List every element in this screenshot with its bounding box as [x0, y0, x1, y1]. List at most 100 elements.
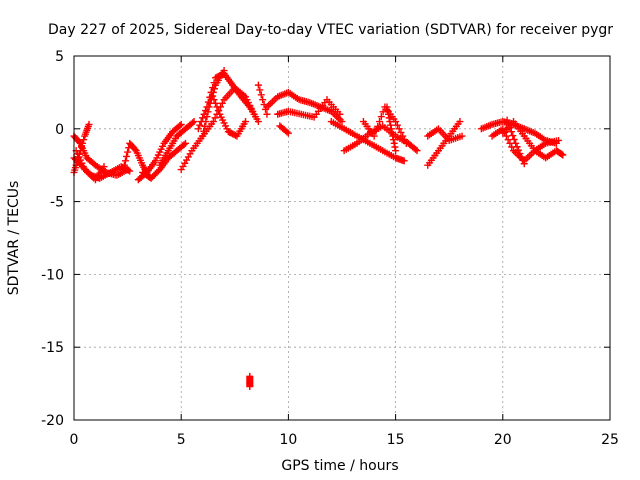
data-point	[214, 107, 222, 115]
data-point	[75, 138, 83, 146]
x-axis-label: GPS time / hours	[281, 458, 398, 474]
data-point	[259, 96, 267, 104]
data-point	[254, 81, 262, 89]
data-point	[199, 114, 207, 122]
data-point	[510, 135, 518, 143]
data-point	[519, 156, 527, 164]
data-point	[74, 150, 82, 158]
data-point	[370, 132, 378, 140]
data-point	[242, 118, 250, 126]
data-point	[126, 167, 134, 175]
data-point	[79, 139, 87, 147]
data-point	[555, 136, 563, 144]
data-point	[284, 129, 292, 137]
data-point	[517, 153, 525, 161]
data-point	[254, 118, 262, 126]
data-point	[503, 116, 511, 124]
data-point	[372, 127, 380, 135]
data-point	[201, 107, 209, 115]
plot-frame	[73, 55, 611, 421]
data-point	[209, 92, 217, 100]
data-point	[123, 152, 131, 160]
data-point	[210, 96, 218, 104]
data-point	[505, 120, 513, 128]
data-point	[338, 118, 346, 126]
x-tick-label: 20	[494, 432, 512, 448]
data-point	[389, 132, 397, 140]
y-tick-label: -5	[50, 195, 64, 211]
data-point	[212, 99, 220, 107]
data-point	[385, 114, 393, 122]
chart-title: Day 227 of 2025, Sidereal Day-to-day VTE…	[48, 22, 613, 38]
data-point	[75, 153, 83, 161]
data-point	[377, 113, 385, 121]
data-point	[402, 139, 410, 147]
data-point	[391, 143, 399, 151]
y-tick-label: 5	[55, 49, 64, 65]
x-tick-label: 10	[279, 432, 297, 448]
data-point	[177, 120, 185, 128]
data-point	[395, 125, 403, 133]
data-point	[194, 125, 202, 133]
x-tick-label: 15	[387, 432, 405, 448]
data-point	[509, 132, 517, 140]
data-point	[209, 118, 217, 126]
data-point	[401, 136, 409, 144]
data-point	[390, 139, 398, 147]
data-point	[78, 143, 86, 151]
data-point	[389, 136, 397, 144]
data-point	[78, 159, 86, 167]
data-point	[80, 136, 88, 144]
data-point	[257, 91, 265, 99]
data-point	[504, 136, 512, 144]
data-point	[197, 118, 205, 126]
data-point	[384, 107, 392, 115]
data-point	[515, 146, 523, 154]
data-point	[400, 157, 408, 165]
data-point	[512, 139, 520, 147]
data-point	[374, 122, 382, 130]
data-point	[121, 157, 129, 165]
data-point	[211, 114, 219, 122]
data-point	[246, 383, 254, 391]
data-point	[124, 166, 132, 174]
x-tick-label: 0	[70, 432, 79, 448]
y-tick-label: 0	[55, 122, 64, 138]
data-point	[204, 98, 212, 106]
data-point	[213, 103, 221, 111]
x-tick-label: 5	[177, 432, 186, 448]
data-point	[124, 148, 132, 156]
data-point	[384, 110, 392, 118]
data-point	[256, 86, 264, 94]
data-point	[85, 120, 93, 128]
y-tick-label: -15	[41, 340, 64, 356]
x-axis-ticks: 0 5 10 15 20 25	[70, 56, 619, 448]
data-point	[392, 147, 400, 155]
data-point	[559, 151, 567, 159]
data-point	[502, 132, 510, 140]
data-point	[399, 132, 407, 140]
grid	[74, 56, 610, 420]
data-point	[412, 145, 420, 153]
data-point	[196, 121, 204, 129]
x-tick-label: 25	[601, 432, 619, 448]
data-point	[100, 163, 108, 171]
data-point	[516, 150, 524, 158]
data-point	[397, 128, 405, 136]
data-point	[218, 99, 226, 107]
data-point	[203, 103, 211, 111]
data-point	[393, 121, 401, 129]
data-point	[181, 139, 189, 147]
data-point	[250, 110, 258, 118]
y-tick-label: -10	[41, 267, 64, 283]
data-point	[386, 118, 394, 126]
data-point	[507, 128, 515, 136]
data-point	[200, 110, 208, 118]
data-point	[209, 84, 217, 92]
data-point	[189, 119, 197, 127]
data-point	[506, 124, 514, 132]
data-point	[176, 122, 184, 130]
data-points	[70, 67, 567, 391]
data-point	[76, 156, 84, 164]
data-point	[79, 162, 87, 170]
